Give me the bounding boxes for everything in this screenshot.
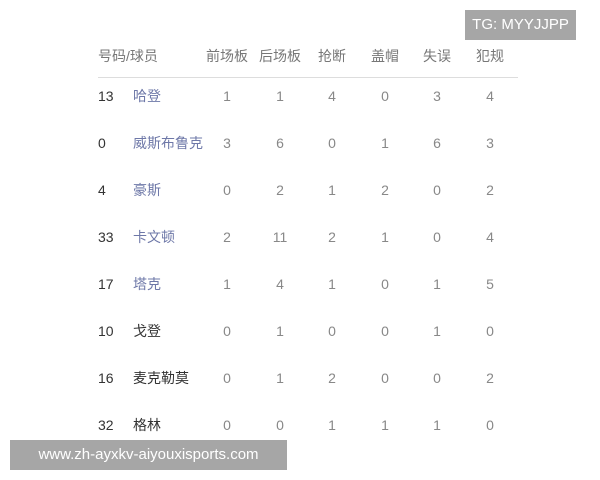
stat-cell: 1 [223, 276, 231, 292]
stat-cell: 4 [486, 88, 494, 104]
header-def-reb: 后场板 [259, 48, 301, 64]
stat-cell: 0 [433, 229, 441, 245]
stat-cell: 4 [328, 88, 336, 104]
stat-cell: 1 [328, 182, 336, 198]
player-name: 戈登 [133, 323, 161, 339]
header-blocks: 盖帽 [371, 48, 399, 64]
table-header: 号码/球员 前场板 后场板 抢断 盖帽 失误 犯规 [0, 44, 600, 68]
player-number: 13 [98, 88, 114, 104]
stat-cell: 11 [272, 229, 288, 245]
stat-cell: 0 [486, 417, 494, 433]
stat-cell: 0 [328, 135, 336, 151]
stat-cell: 2 [223, 229, 231, 245]
stat-cell: 0 [381, 88, 389, 104]
stat-cell: 2 [328, 229, 336, 245]
stat-cell: 2 [381, 182, 389, 198]
table-row: 4 豪斯 0 2 1 2 0 2 [0, 178, 600, 202]
stat-cell: 1 [433, 417, 441, 433]
player-number: 4 [98, 182, 106, 198]
table-row: 32 格林 0 0 1 1 1 0 [0, 413, 600, 437]
header-off-reb: 前场板 [206, 48, 248, 64]
stat-cell: 1 [223, 88, 231, 104]
stat-cell: 0 [328, 323, 336, 339]
stat-cell: 0 [223, 182, 231, 198]
player-name-link[interactable]: 威斯布鲁克 [133, 135, 203, 151]
stat-cell: 4 [486, 229, 494, 245]
header-player: 号码/球员 [98, 48, 158, 64]
stat-cell: 1 [381, 135, 389, 151]
player-name-link[interactable]: 卡文顿 [133, 229, 175, 245]
stat-cell: 2 [486, 182, 494, 198]
player-number: 0 [98, 135, 106, 151]
table-row: 0 威斯布鲁克 3 6 0 1 6 3 [0, 131, 600, 155]
stat-cell: 1 [276, 88, 284, 104]
stat-cell: 3 [433, 88, 441, 104]
player-number: 16 [98, 370, 114, 386]
stat-cell: 0 [276, 417, 284, 433]
stat-cell: 0 [223, 370, 231, 386]
header-steals: 抢断 [318, 48, 346, 64]
stat-cell: 6 [433, 135, 441, 151]
stat-cell: 0 [381, 276, 389, 292]
stat-cell: 5 [486, 276, 494, 292]
table-row: 16 麦克勒莫 0 1 2 0 0 2 [0, 366, 600, 390]
header-divider [98, 77, 518, 78]
stat-cell: 1 [276, 370, 284, 386]
stat-cell: 0 [433, 182, 441, 198]
stat-cell: 1 [433, 276, 441, 292]
stat-cell: 0 [381, 370, 389, 386]
player-name: 麦克勒莫 [133, 370, 189, 386]
stat-cell: 1 [328, 417, 336, 433]
stat-cell: 1 [276, 323, 284, 339]
player-name: 格林 [133, 417, 161, 433]
stat-cell: 3 [486, 135, 494, 151]
stat-cell: 1 [381, 229, 389, 245]
stat-cell: 4 [276, 276, 284, 292]
player-number: 17 [98, 276, 114, 292]
stat-cell: 0 [223, 417, 231, 433]
table-row: 17 塔克 1 4 1 0 1 5 [0, 272, 600, 296]
stat-cell: 1 [433, 323, 441, 339]
header-fouls: 犯规 [476, 48, 504, 64]
stat-cell: 3 [223, 135, 231, 151]
stat-cell: 0 [381, 323, 389, 339]
stat-cell: 2 [328, 370, 336, 386]
stat-cell: 2 [276, 182, 284, 198]
stat-cell: 1 [381, 417, 389, 433]
stat-cell: 6 [276, 135, 284, 151]
watermark-bottom: www.zh-ayxkv-aiyouxisports.com [10, 440, 287, 470]
player-name-link[interactable]: 哈登 [133, 88, 161, 104]
stat-cell: 0 [486, 323, 494, 339]
player-number: 32 [98, 417, 114, 433]
player-number: 33 [98, 229, 114, 245]
stat-cell: 0 [223, 323, 231, 339]
player-name-link[interactable]: 塔克 [133, 276, 161, 292]
stat-cell: 2 [486, 370, 494, 386]
stat-cell: 0 [433, 370, 441, 386]
stat-cell: 1 [328, 276, 336, 292]
table-row: 13 哈登 1 1 4 0 3 4 [0, 84, 600, 108]
player-name-link[interactable]: 豪斯 [133, 182, 161, 198]
table-row: 33 卡文顿 2 11 2 1 0 4 [0, 225, 600, 249]
player-number: 10 [98, 323, 114, 339]
header-turnovers: 失误 [423, 48, 451, 64]
table-row: 10 戈登 0 1 0 0 1 0 [0, 319, 600, 343]
watermark-top: TG: MYYJJPP [465, 10, 576, 40]
